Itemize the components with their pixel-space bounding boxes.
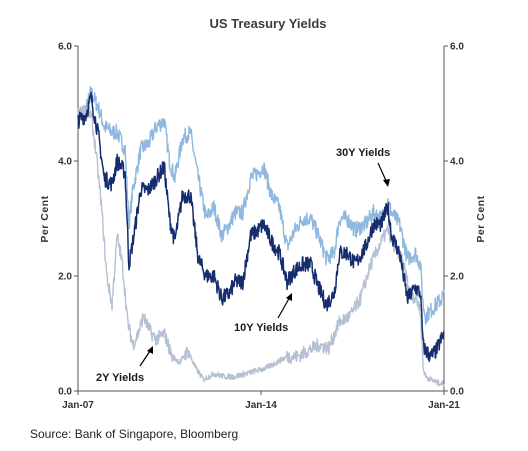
y-tick-label-left: 2.0 bbox=[58, 272, 72, 283]
x-tick-label: Jan-21 bbox=[428, 400, 460, 411]
y-tick-label-right: 0.0 bbox=[450, 387, 464, 398]
y-tick-label-left: 4.0 bbox=[58, 157, 72, 168]
x-tick-label: Jan-07 bbox=[62, 400, 94, 411]
annotation-30y: 30Y Yields bbox=[336, 147, 390, 159]
annotation-30y-arrowhead bbox=[383, 179, 390, 187]
annotation-10y: 10Y Yields bbox=[234, 322, 288, 334]
source-note: Source: Bank of Singapore, Bloomberg bbox=[30, 427, 239, 441]
y-axis-title-left: Per Cent bbox=[39, 195, 51, 242]
annotation-10y-arrowhead bbox=[286, 293, 292, 301]
chart-title: US Treasury Yields bbox=[209, 16, 326, 31]
y-tick-label-right: 6.0 bbox=[450, 42, 464, 53]
series-layer bbox=[77, 86, 445, 388]
y-axis-title-right: Per Cent bbox=[475, 195, 487, 242]
series-line-30y-yields bbox=[77, 86, 445, 325]
y-tick-labels: 0.0 0.0 2.0 2.0 4.0 4.0 6.0 6.0 bbox=[58, 42, 464, 398]
x-tick-labels: Jan-07 Jan-14 Jan-21 bbox=[62, 391, 460, 411]
y-tick-label-left: 6.0 bbox=[58, 42, 72, 53]
annotation-2y: 2Y Yields bbox=[96, 372, 144, 384]
y-tick-label-left: 0.0 bbox=[58, 387, 72, 398]
y-tick-label-right: 2.0 bbox=[450, 272, 464, 283]
treasury-yields-chart: US Treasury Yields 0.0 0.0 2.0 2.0 4.0 4.0 6.0… bbox=[39, 16, 487, 411]
annotation-2y-arrowhead bbox=[147, 346, 153, 354]
series-line-2y-yields bbox=[77, 104, 445, 388]
x-tick-label: Jan-14 bbox=[245, 400, 277, 411]
series-line-10y-yields bbox=[77, 91, 445, 363]
annotations: 30Y Yields 10Y Yields 2Y Yields bbox=[96, 147, 390, 384]
y-tick-label-right: 4.0 bbox=[450, 157, 464, 168]
